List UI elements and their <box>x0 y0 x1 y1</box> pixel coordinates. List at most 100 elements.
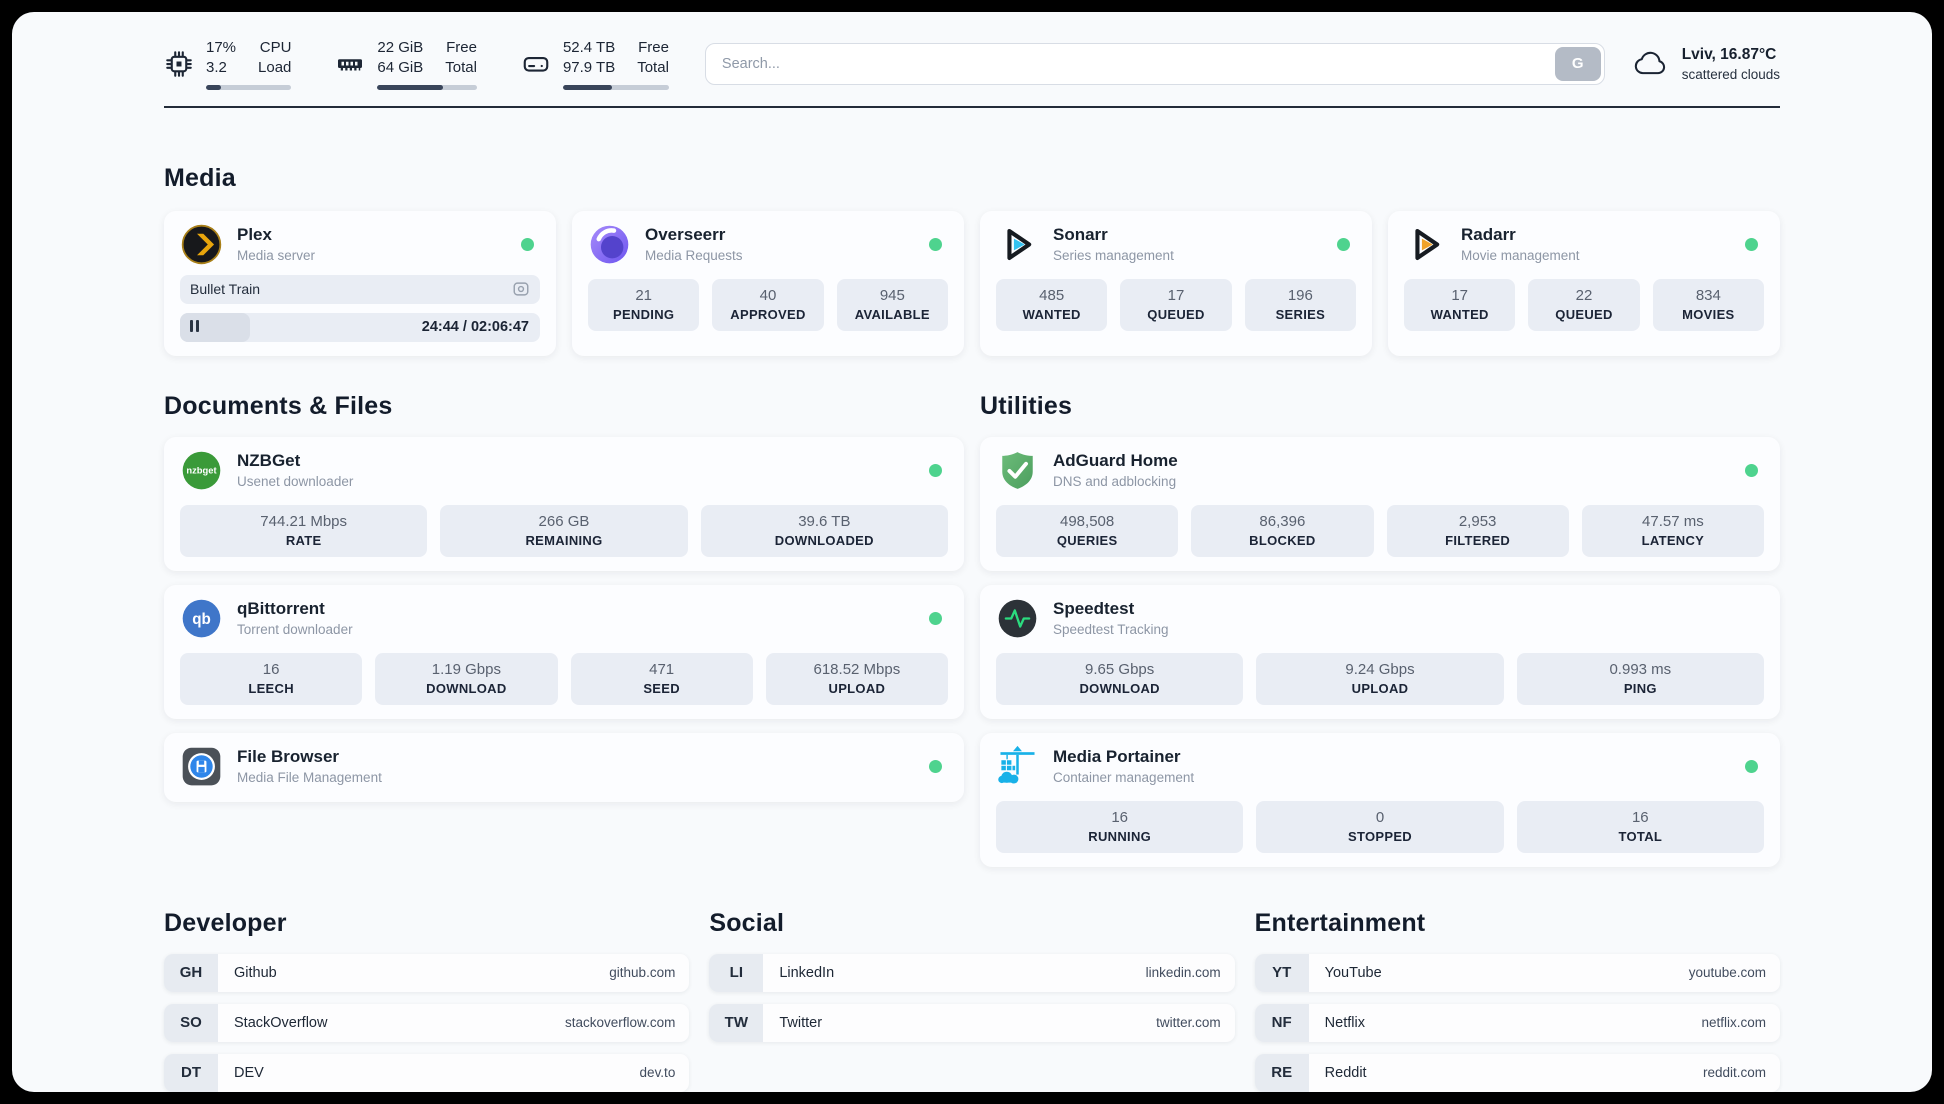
status-dot <box>929 611 942 625</box>
service-subtitle: Media server <box>237 248 316 263</box>
service-name: AdGuard Home <box>1053 451 1178 470</box>
weather-location-temp: Lviv, 16.87°C <box>1681 45 1777 63</box>
stat-tile: 39.6 TB DOWNLOADED <box>700 504 948 557</box>
service-card-qbittorrent[interactable]: qb qBittorrent Torrent downloader 16 LEE… <box>164 584 964 719</box>
bookmark-abbr: SO <box>164 1003 218 1042</box>
service-card-overseerr[interactable]: Overseerr Media Requests 21 PENDING 40 A… <box>572 210 964 356</box>
bookmark-url: dev.to <box>639 1065 676 1080</box>
ram-usage-bar <box>377 84 477 90</box>
service-name: NZBGet <box>237 451 301 470</box>
service-card-filebrowser[interactable]: File Browser Media File Management <box>164 732 964 802</box>
stat-tile: 21 PENDING <box>588 278 700 331</box>
service-card-nzbget[interactable]: nzbget NZBGet Usenet downloader 744.21 M… <box>164 436 964 571</box>
bookmark-github[interactable]: GH Github github.com <box>164 953 690 992</box>
stat-tile: 86,396 BLOCKED <box>1191 504 1374 557</box>
pause-icon[interactable] <box>190 319 202 335</box>
bookmark-url: github.com <box>609 965 676 980</box>
service-card-plex[interactable]: Plex Media server Bullet Train <box>164 210 556 356</box>
disk-usage-bar <box>562 84 669 90</box>
stat-tile: 618.52 Mbps UPLOAD <box>765 652 948 705</box>
bookmark-netflix[interactable]: NF Netflix netflix.com <box>1254 1003 1780 1042</box>
cpu-load-value: 3.2 <box>206 59 227 77</box>
bookmark-youtube[interactable]: YT YouTube youtube.com <box>1254 953 1780 992</box>
service-name: Media Portainer <box>1053 747 1181 766</box>
stat-tile: 0 STOPPED <box>1256 800 1504 853</box>
bookmark-name: Github <box>234 964 277 981</box>
disk-free-label: Free <box>638 39 669 56</box>
cpu-icon <box>164 49 194 79</box>
bookmark-reddit[interactable]: RE Reddit reddit.com <box>1254 1053 1780 1092</box>
cpu-monitor: 17% 3.2 CPU Load <box>164 38 292 90</box>
stat-tile: 40 APPROVED <box>712 278 824 331</box>
speedtest-icon <box>996 597 1039 640</box>
service-name: File Browser <box>237 747 340 766</box>
stat-tile: 744.21 Mbps RATE <box>180 504 428 557</box>
dashboard-page: 17% 3.2 CPU Load <box>12 12 1932 1092</box>
service-subtitle: Usenet downloader <box>237 474 354 489</box>
section-developer: Developer GH Github github.com SO StackO… <box>164 909 690 1093</box>
service-card-sonarr[interactable]: Sonarr Series management 485 WANTED 17 Q… <box>980 210 1372 356</box>
status-dot <box>1745 463 1758 477</box>
ram-free-label: Free <box>446 39 477 56</box>
disk-icon <box>521 49 551 79</box>
cpu-usage-fill <box>206 84 221 90</box>
now-playing-bar[interactable]: Bullet Train <box>180 274 540 304</box>
section-title-utilities: Utilities <box>980 391 1073 420</box>
service-subtitle: Torrent downloader <box>237 622 353 637</box>
filebrowser-icon <box>180 745 223 788</box>
bookmark-abbr: TW <box>709 1003 764 1042</box>
bookmark-stackoverflow[interactable]: SO StackOverflow stackoverflow.com <box>164 1003 690 1042</box>
cpu-load-label: Load <box>258 59 292 77</box>
ram-monitor: 22 GiB 64 GiB Free Total <box>335 38 477 90</box>
bookmark-name: Reddit <box>1324 1064 1367 1081</box>
now-playing-title: Bullet Train <box>190 281 261 297</box>
stat-tile: 17 QUEUED <box>1120 278 1232 331</box>
stat-tile: 834 MOVIES <box>1652 278 1764 331</box>
overseerr-icon <box>588 223 631 266</box>
service-name: Plex <box>237 225 272 244</box>
section-utilities: Utilities AdGuard Home <box>980 392 1780 867</box>
service-subtitle: Movie management <box>1461 248 1580 263</box>
stat-tile: 2,953 FILTERED <box>1386 504 1569 557</box>
section-media: Media Plex Media server <box>164 164 1780 356</box>
bookmark-name: Twitter <box>779 1014 823 1031</box>
weather-widget[interactable]: Lviv, 16.87°C scattered clouds <box>1631 45 1780 83</box>
bookmark-linkedin[interactable]: LI LinkedIn linkedin.com <box>709 953 1235 992</box>
weather-condition: scattered clouds <box>1681 66 1780 82</box>
service-card-speedtest[interactable]: Speedtest Speedtest Tracking 9.65 Gbps D… <box>980 584 1780 719</box>
stat-tile: 471 SEED <box>570 652 753 705</box>
bookmark-url: linkedin.com <box>1145 965 1221 980</box>
ram-free-value: 22 GiB <box>377 39 424 56</box>
bookmark-name: Netflix <box>1324 1014 1365 1031</box>
cpu-usage-value: 17% <box>206 39 237 56</box>
stat-tile: 0.993 ms PING <box>1516 652 1764 705</box>
service-subtitle: Series management <box>1053 248 1174 263</box>
stat-tile: 16 TOTAL <box>1516 800 1764 853</box>
service-subtitle: Media File Management <box>237 770 382 785</box>
screen-icon[interactable] <box>512 280 530 298</box>
bookmark-twitter[interactable]: TW Twitter twitter.com <box>709 1003 1235 1042</box>
bookmark-name: DEV <box>234 1064 264 1081</box>
service-card-radarr[interactable]: Radarr Movie management 17 WANTED 22 QUE… <box>1388 210 1780 356</box>
nzbget-icon: nzbget <box>180 449 223 492</box>
service-card-adguard[interactable]: AdGuard Home DNS and adblocking 498,508 … <box>980 436 1780 571</box>
bookmark-name: YouTube <box>1324 964 1382 981</box>
stat-tile: 47.57 ms LATENCY <box>1581 504 1764 557</box>
search-engine-button[interactable]: G <box>1554 46 1601 81</box>
disk-usage-fill <box>562 84 612 90</box>
service-card-portainer[interactable]: Media Portainer Container management 16 … <box>980 732 1780 867</box>
bookmark-name: LinkedIn <box>779 964 835 981</box>
stat-tile: 16 RUNNING <box>996 800 1244 853</box>
stat-tile: 485 WANTED <box>996 278 1108 331</box>
playback-progress-bar[interactable]: 24:44 / 02:06:47 <box>180 312 540 342</box>
cpu-label: CPU <box>259 39 292 56</box>
service-subtitle: DNS and adblocking <box>1053 474 1177 489</box>
disk-monitor: 52.4 TB 97.9 TB Free Total <box>521 38 669 90</box>
search-input[interactable] <box>704 42 1605 85</box>
disk-total-value: 97.9 TB <box>562 59 616 77</box>
status-dot <box>1337 237 1350 251</box>
stat-tile: 17 WANTED <box>1404 278 1516 331</box>
bookmark-dev[interactable]: DT DEV dev.to <box>164 1053 690 1092</box>
svg-text:qb: qb <box>192 610 211 627</box>
ram-total-value: 64 GiB <box>377 59 424 77</box>
